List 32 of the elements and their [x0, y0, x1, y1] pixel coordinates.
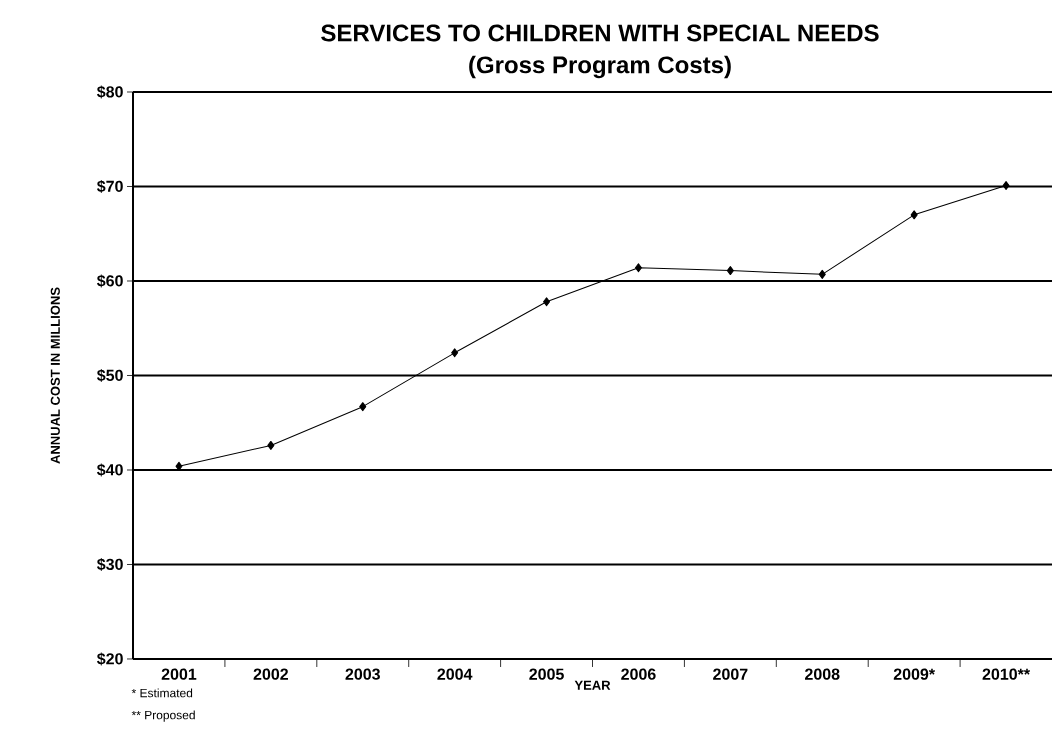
y-tick-label: $60 [96, 274, 123, 288]
point [267, 440, 275, 450]
x-tick-label: 2004 [437, 668, 473, 680]
x-tick-label: 2010** [982, 668, 1031, 680]
text: * Estimated [131, 688, 193, 698]
y-tick-label: $40 [96, 463, 123, 477]
point [818, 269, 826, 279]
y-tick-label: $20 [96, 652, 123, 666]
chart-subtitle: (Gross Program Costs) [469, 55, 731, 79]
x-tick-label: 2002 [253, 668, 288, 680]
x-tick-label: 2008 [805, 668, 840, 680]
x-axis-title: YEAR [574, 680, 611, 690]
x-tick-label: 2003 [345, 668, 380, 680]
x-tick-label: 2007 [713, 668, 748, 680]
point [910, 210, 918, 220]
y-tick-label: $30 [96, 557, 123, 572]
y-axis-title: ANNUAL COST IN MILLIONS [50, 287, 60, 464]
y-tick-label: $80 [96, 85, 123, 99]
x-tick-label: 2001 [161, 668, 197, 680]
point [451, 348, 459, 358]
point [359, 402, 367, 412]
point [634, 263, 642, 273]
x-tick-label: 2006 [621, 668, 656, 680]
y-tick-label: $70 [96, 179, 123, 194]
point [726, 266, 734, 276]
chart-title: SERVICES TO CHILDREN WITH SPECIAL NEEDS [321, 24, 879, 42]
x-tick-label: 2005 [529, 668, 564, 680]
point [1002, 181, 1010, 191]
text: ** Proposed [131, 710, 195, 722]
y-tick-label: $50 [96, 368, 123, 383]
point [543, 297, 551, 307]
x-tick-label: 2009* [893, 668, 936, 680]
